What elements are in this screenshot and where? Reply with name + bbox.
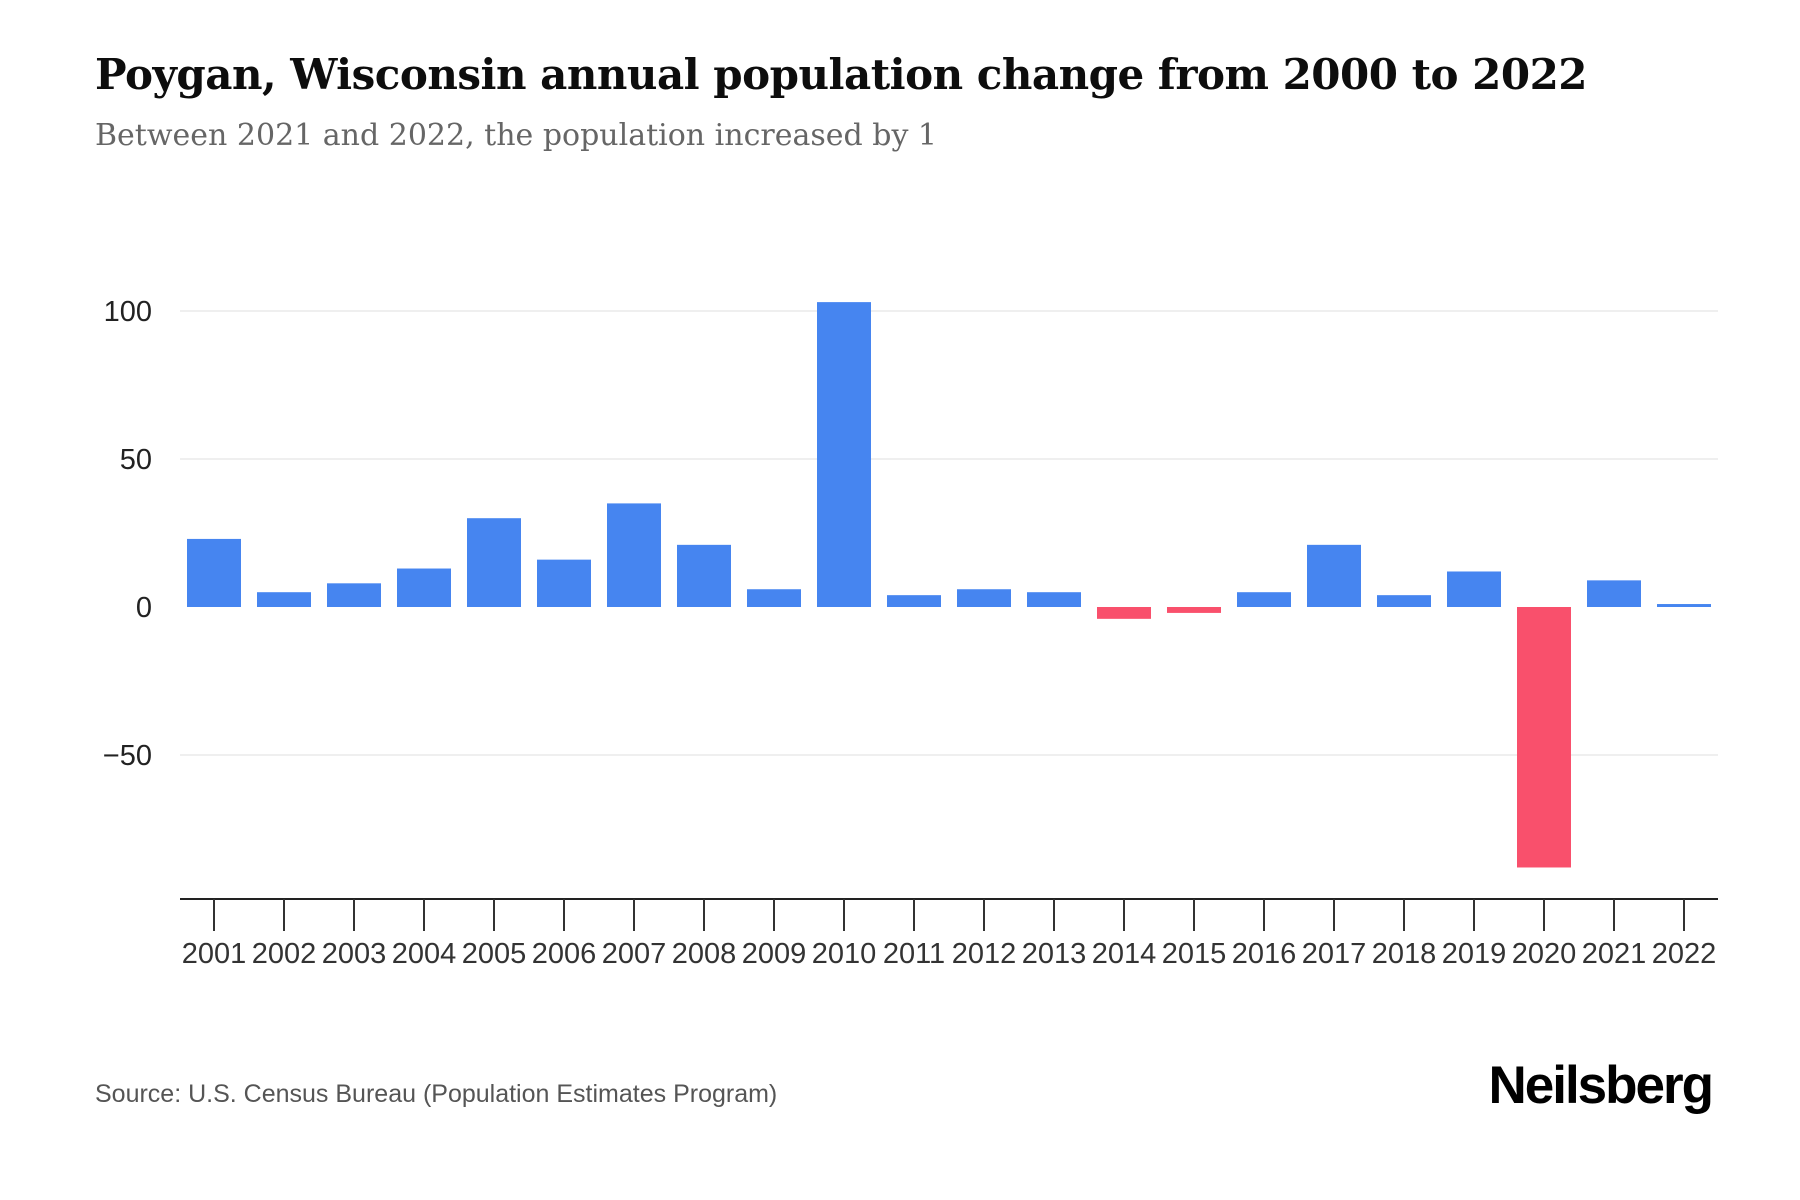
bar-2004[interactable] xyxy=(397,568,451,607)
bar-2002[interactable] xyxy=(257,592,311,607)
x-axis-label-2011: 2011 xyxy=(883,938,945,970)
chart-subtitle: Between 2021 and 2022, the population in… xyxy=(95,118,938,153)
y-axis-label--50: −50 xyxy=(103,740,152,772)
source-attribution: Source: U.S. Census Bureau (Population E… xyxy=(95,1080,778,1108)
x-axis-label-2003: 2003 xyxy=(322,938,387,970)
y-axis-label-50: 50 xyxy=(120,444,152,476)
bar-2022[interactable] xyxy=(1657,604,1711,607)
bar-2005[interactable] xyxy=(467,518,521,607)
x-axis-label-2002: 2002 xyxy=(252,938,317,970)
bar-2012[interactable] xyxy=(957,589,1011,607)
x-axis-label-2004: 2004 xyxy=(392,938,457,970)
bar-2021[interactable] xyxy=(1587,580,1641,607)
bar-2006[interactable] xyxy=(537,559,591,607)
x-axis-label-2022: 2022 xyxy=(1652,938,1717,970)
x-axis-label-2006: 2006 xyxy=(532,938,597,970)
bar-2019[interactable] xyxy=(1447,571,1501,607)
x-axis-label-2014: 2014 xyxy=(1092,938,1157,970)
x-axis-label-2017: 2017 xyxy=(1302,938,1367,970)
bar-2008[interactable] xyxy=(677,544,731,607)
bar-2009[interactable] xyxy=(747,589,801,607)
bar-2016[interactable] xyxy=(1237,592,1291,607)
x-axis-label-2019: 2019 xyxy=(1442,938,1507,970)
bar-2017[interactable] xyxy=(1307,544,1361,607)
x-axis-label-2007: 2007 xyxy=(602,938,667,970)
x-axis-label-2001: 2001 xyxy=(182,938,247,970)
y-axis-label-0: 0 xyxy=(136,592,152,624)
x-axis-label-2012: 2012 xyxy=(952,938,1017,970)
x-axis-label-2018: 2018 xyxy=(1372,938,1437,970)
y-axis-label-100: 100 xyxy=(104,296,152,328)
x-axis-label-2008: 2008 xyxy=(672,938,737,970)
x-axis-label-2020: 2020 xyxy=(1512,938,1577,970)
x-axis-label-2010: 2010 xyxy=(812,938,877,970)
bar-2001[interactable] xyxy=(187,538,241,607)
bar-2010[interactable] xyxy=(817,302,871,607)
neilsberg-logo: Neilsberg xyxy=(1488,1056,1714,1115)
bar-2014[interactable] xyxy=(1097,607,1151,619)
x-axis-label-2021: 2021 xyxy=(1582,938,1647,970)
bar-2011[interactable] xyxy=(887,595,941,607)
bar-2020[interactable] xyxy=(1517,607,1571,868)
x-axis-label-2009: 2009 xyxy=(742,938,807,970)
bar-2015[interactable] xyxy=(1167,607,1221,613)
x-axis-label-2013: 2013 xyxy=(1022,938,1087,970)
bar-2013[interactable] xyxy=(1027,592,1081,607)
bar-2007[interactable] xyxy=(607,503,661,607)
bar-2018[interactable] xyxy=(1377,595,1431,607)
x-axis-label-2016: 2016 xyxy=(1232,938,1297,970)
x-axis-label-2005: 2005 xyxy=(462,938,527,970)
chart-title: Poygan, Wisconsin annual population chan… xyxy=(95,50,1588,99)
x-axis-label-2015: 2015 xyxy=(1162,938,1227,970)
bar-2003[interactable] xyxy=(327,583,381,607)
